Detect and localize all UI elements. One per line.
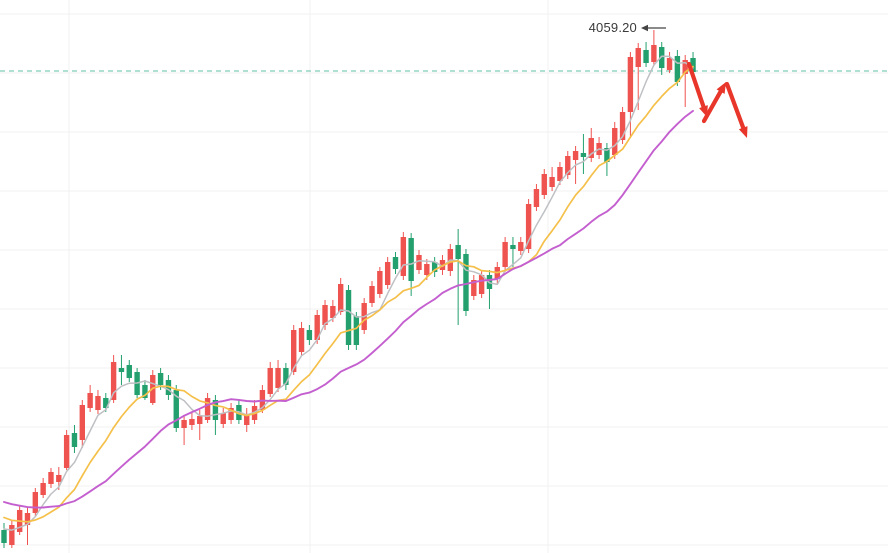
candle-body <box>659 47 665 68</box>
candle-body <box>471 280 477 296</box>
candle-body <box>635 48 641 67</box>
candle-body <box>353 316 360 345</box>
candle-body <box>627 57 634 112</box>
candle-body <box>345 290 352 345</box>
candle-body <box>400 237 407 276</box>
trend-forecast-arrow[interactable] <box>686 61 748 138</box>
candle-body <box>330 306 336 318</box>
ma-line-ma10 <box>3 65 694 523</box>
candle-body <box>9 525 15 545</box>
candle-body <box>604 148 610 162</box>
candle-body <box>533 189 540 207</box>
candle-body <box>71 433 78 447</box>
candle-body <box>228 408 234 420</box>
candle-body <box>306 330 313 340</box>
candle-body <box>48 472 54 484</box>
candle-body <box>510 245 516 249</box>
candle-body <box>565 156 571 175</box>
peak-label-leader <box>641 24 666 32</box>
candles <box>1 30 696 548</box>
candle-body <box>643 50 649 63</box>
candle-body <box>40 483 46 495</box>
candle-body <box>275 368 281 388</box>
candle-body <box>118 368 125 372</box>
candle-body <box>337 284 344 312</box>
candle-body <box>690 58 696 72</box>
candle-body <box>204 398 211 420</box>
candle-body <box>63 435 70 468</box>
candle-body <box>142 385 148 398</box>
candle-body <box>478 275 485 294</box>
peak-price-label: 4059.20 <box>588 20 637 35</box>
candle-body <box>377 271 383 294</box>
candle-body <box>220 413 226 424</box>
candle-body <box>549 177 555 187</box>
candle-body <box>392 257 399 269</box>
candle-body <box>267 368 273 394</box>
ma-line-ma20 <box>3 109 694 509</box>
candle-body <box>384 262 391 285</box>
candle-body <box>612 128 618 155</box>
candle-body <box>212 400 219 420</box>
candle-body <box>189 419 195 425</box>
candle-body <box>32 492 39 513</box>
candle-body <box>103 398 109 408</box>
candle-body <box>165 380 172 395</box>
ma-line-ma5 <box>3 55 694 531</box>
candle-body <box>1 530 7 543</box>
candle-body <box>322 305 328 325</box>
candle-body <box>56 475 62 482</box>
candle-body <box>651 45 657 62</box>
candle-body <box>518 242 524 251</box>
candle-body <box>95 396 101 410</box>
candle-body <box>157 373 164 385</box>
candle-body <box>619 112 626 140</box>
candle-body <box>666 58 673 70</box>
candle-body <box>408 238 414 281</box>
candle-body <box>455 245 461 259</box>
candle-body <box>79 405 85 440</box>
candle-body <box>431 262 438 272</box>
candle-body <box>541 174 547 195</box>
candle-body <box>173 390 179 428</box>
candle-body <box>181 420 187 428</box>
candle-body <box>588 138 594 158</box>
candle-body <box>110 362 117 400</box>
candle-body <box>298 328 305 352</box>
candle-body <box>197 416 203 424</box>
candle-body <box>424 264 430 275</box>
moving-average-lines <box>3 55 694 531</box>
candle-body <box>24 513 31 525</box>
candle-body <box>674 56 681 82</box>
candle-body <box>283 368 289 385</box>
candle-body <box>580 153 587 157</box>
candle-body <box>463 254 469 311</box>
candle-body <box>369 286 375 303</box>
candle-body <box>244 414 250 425</box>
candle-body <box>682 60 688 74</box>
candle-body <box>126 365 132 378</box>
candle-body <box>87 393 93 408</box>
candle-body <box>525 204 532 249</box>
candle-body <box>572 151 579 160</box>
candle-body <box>557 167 563 181</box>
candle-body <box>291 330 297 372</box>
candle-body <box>502 242 508 267</box>
candle-body <box>416 255 422 270</box>
candle-body <box>314 315 320 340</box>
